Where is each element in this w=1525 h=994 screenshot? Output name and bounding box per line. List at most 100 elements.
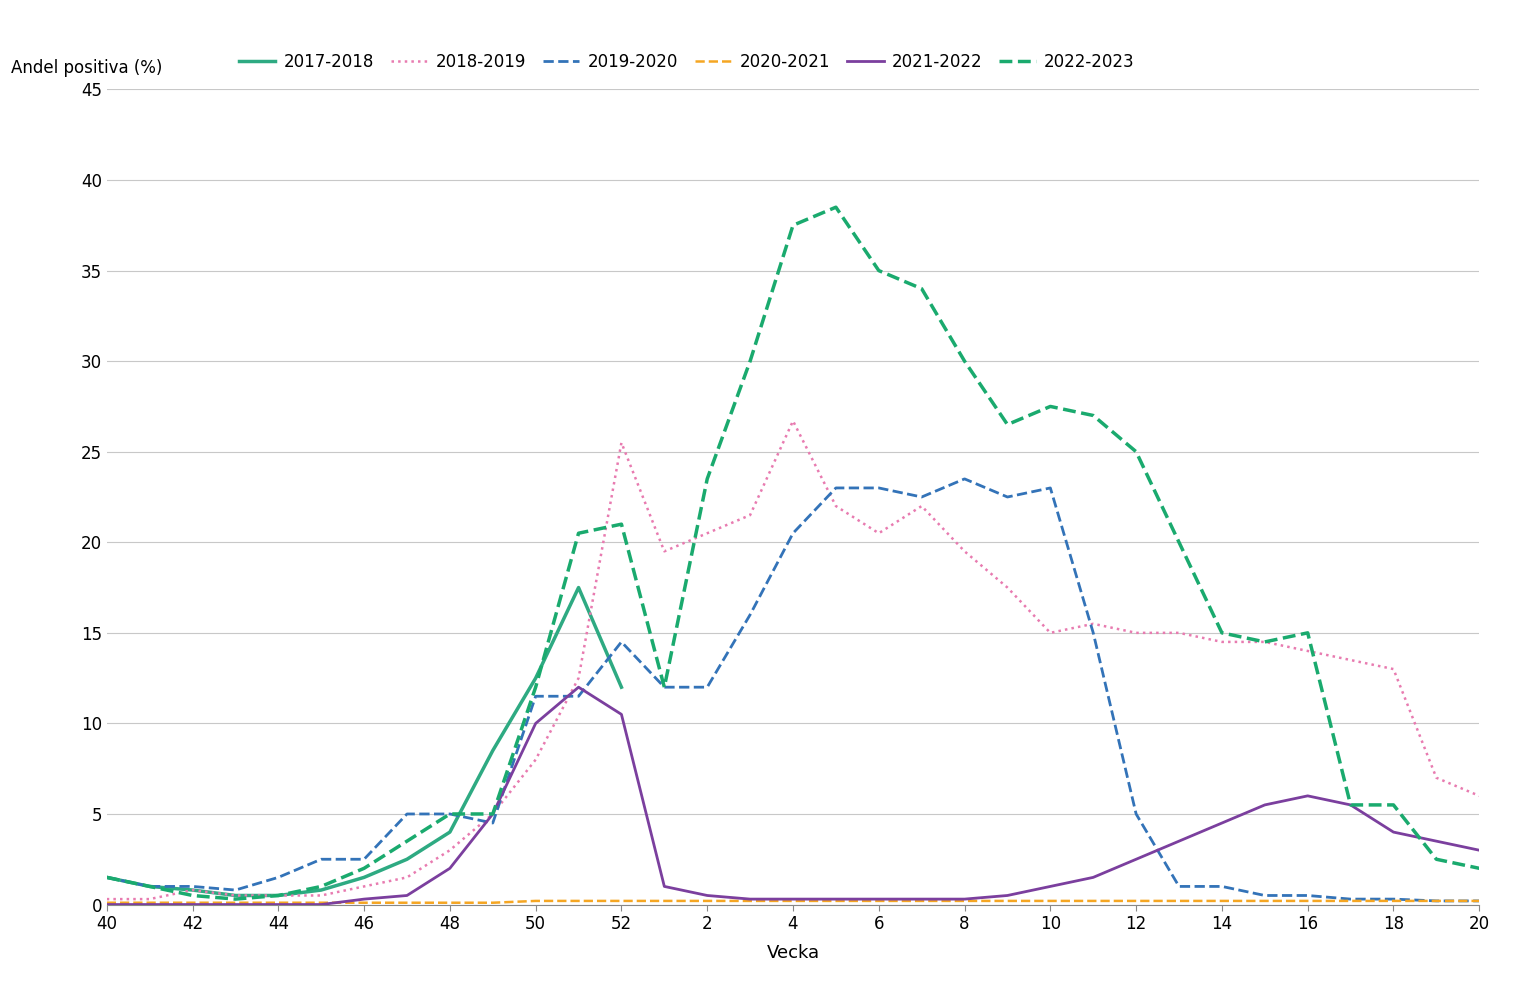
2021-2022 [1470,844,1488,856]
2018-2019 [1427,771,1446,783]
2022-2023 [140,881,159,893]
2019-2020 [955,473,973,485]
2022-2023 [1170,537,1188,549]
2021-2022 [955,894,973,906]
2020-2021 [912,895,930,907]
2018-2019 [1212,636,1231,648]
2021-2022 [441,863,459,875]
2020-2021 [226,897,244,909]
2019-2020 [1342,894,1360,906]
2018-2019 [698,527,717,539]
2019-2020 [183,881,201,893]
2019-2020 [1470,895,1488,907]
2022-2023 [741,355,759,367]
2020-2021 [1042,895,1060,907]
2018-2019 [398,872,416,884]
2018-2019 [483,808,502,820]
2021-2022 [1427,835,1446,847]
2018-2019 [1255,636,1273,648]
2018-2019 [183,884,201,896]
2020-2021 [698,895,717,907]
2021-2022 [1127,853,1145,865]
2021-2022 [869,894,888,906]
2019-2020 [1385,894,1403,906]
2017-2018 [569,581,587,593]
2021-2022 [1212,817,1231,829]
2017-2018 [140,881,159,893]
2022-2023 [1084,410,1103,421]
2017-2018 [441,826,459,838]
2020-2021 [1342,895,1360,907]
2022-2023 [313,881,331,893]
2021-2022 [183,899,201,911]
2020-2021 [1170,895,1188,907]
2021-2022 [827,894,845,906]
2018-2019 [226,890,244,902]
2022-2023 [656,681,674,693]
2019-2020 [1170,881,1188,893]
2019-2020 [313,853,331,865]
2018-2019 [827,500,845,512]
2018-2019 [1342,654,1360,666]
2022-2023 [612,518,631,530]
2020-2021 [741,895,759,907]
2021-2022 [741,894,759,906]
2018-2019 [999,581,1017,593]
2018-2019 [912,500,930,512]
2021-2022 [999,890,1017,902]
2021-2022 [98,899,116,911]
2020-2021 [313,897,331,909]
2022-2023 [441,808,459,820]
2018-2019 [955,546,973,558]
Text: Andel positiva (%): Andel positiva (%) [11,60,162,78]
2020-2021 [140,897,159,909]
2021-2022 [355,894,374,906]
2018-2019 [1127,627,1145,639]
2020-2021 [999,895,1017,907]
2019-2020 [1212,881,1231,893]
2020-2021 [183,897,201,909]
2018-2019 [569,672,587,684]
2021-2022 [268,899,287,911]
2022-2023 [1127,445,1145,457]
2022-2023 [912,282,930,294]
2022-2023 [1042,401,1060,413]
2021-2022 [912,894,930,906]
2018-2019 [612,436,631,448]
2018-2019 [140,894,159,906]
2019-2020 [398,808,416,820]
2018-2019 [656,546,674,558]
2019-2020 [912,491,930,503]
2021-2022 [656,881,674,893]
2018-2019 [98,894,116,906]
2021-2022 [784,894,802,906]
2020-2021 [98,897,116,909]
2018-2019 [1084,618,1103,630]
2019-2020 [999,491,1017,503]
2020-2021 [869,895,888,907]
2022-2023 [355,863,374,875]
2018-2019 [313,890,331,902]
Legend: 2017-2018, 2018-2019, 2019-2020, 2020-2021, 2021-2022, 2022-2023: 2017-2018, 2018-2019, 2019-2020, 2020-20… [238,53,1135,71]
2020-2021 [1470,895,1488,907]
X-axis label: Vecka: Vecka [767,944,819,962]
2020-2021 [1385,895,1403,907]
2020-2021 [1212,895,1231,907]
2022-2023 [1427,853,1446,865]
2020-2021 [526,895,544,907]
2017-2018 [398,853,416,865]
2021-2022 [1170,835,1188,847]
2019-2020 [1299,890,1318,902]
2020-2021 [268,897,287,909]
2021-2022 [226,899,244,911]
2022-2023 [226,894,244,906]
2022-2023 [526,681,544,693]
2018-2019 [268,890,287,902]
2018-2019 [355,881,374,893]
2022-2023 [1299,627,1318,639]
2022-2023 [784,220,802,232]
2020-2021 [1255,895,1273,907]
2021-2022 [398,890,416,902]
2017-2018 [355,872,374,884]
2022-2023 [98,872,116,884]
